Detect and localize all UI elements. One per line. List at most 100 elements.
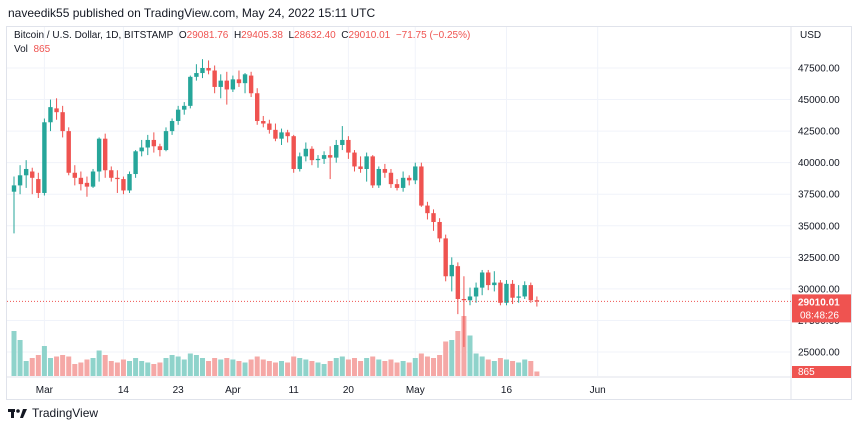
price-axis-label: 40000.00 [798, 158, 840, 169]
volume-bar [291, 356, 297, 376]
candle-body [169, 121, 175, 132]
volume-bar [29, 358, 35, 376]
candle-body [96, 138, 102, 172]
candle-body [206, 68, 211, 71]
volume-bar [23, 361, 29, 376]
time-axis-label: 20 [343, 385, 355, 396]
high-value: 29405.38 [241, 30, 283, 41]
price-axis-label: 45000.00 [798, 95, 840, 106]
candle-body [127, 174, 132, 191]
volume-bar [528, 361, 534, 376]
chart-frame [6, 26, 852, 400]
volume-bar [248, 359, 254, 376]
volume-bar [17, 340, 23, 376]
volume-bar [303, 359, 309, 376]
volume-bar [327, 361, 333, 376]
close-value: 29010.01 [348, 30, 391, 41]
candle-body [382, 168, 388, 173]
volume-bar [400, 361, 406, 376]
volume-bar [479, 356, 485, 376]
candle-body [352, 152, 357, 167]
volume-bar [418, 353, 424, 376]
candle-body [309, 148, 315, 161]
candle-body [455, 266, 461, 299]
candle-body [340, 139, 345, 145]
volume-bar [394, 362, 400, 376]
price-axis-label: 32500.00 [798, 253, 840, 264]
volume-bar [491, 361, 497, 376]
volume-bar [218, 359, 224, 376]
price-axis-label: 42500.00 [798, 127, 840, 138]
high-label: H [233, 30, 242, 41]
candle-body [218, 80, 223, 87]
volume-bar [169, 355, 175, 376]
volume-bar [242, 362, 248, 376]
volume-bar [388, 359, 394, 376]
symbol-name: Bitcoin / U.S. Dollar, 1D, BITSTAMP [14, 30, 174, 41]
candle-body [157, 146, 163, 151]
footer-brand[interactable]: TradingView [8, 406, 98, 420]
candle-body [54, 108, 59, 113]
volume-bar [503, 359, 509, 376]
candle-body [516, 296, 521, 298]
candle-body [279, 132, 284, 139]
candle-body [90, 171, 96, 187]
candle-body [510, 283, 515, 298]
change-value: −71.75 (−0.25%) [395, 30, 471, 41]
volume-bar [437, 355, 443, 376]
volume-bar [510, 361, 516, 376]
candle-body [479, 272, 485, 288]
candle-body [334, 144, 339, 158]
volume-bar [193, 355, 199, 376]
volume-label: Vol [14, 44, 28, 55]
candle-body [255, 93, 260, 122]
candle-body [498, 282, 503, 303]
time-axis-label: Mar [36, 385, 54, 396]
candle-body [194, 73, 199, 77]
volume-bar [236, 361, 242, 376]
volume-bar [254, 356, 260, 376]
volume-bar [345, 359, 351, 376]
close-label: C [341, 30, 349, 41]
candle-body [492, 282, 497, 286]
volume-bar [224, 358, 230, 376]
volume-bar [102, 355, 108, 376]
candle-body [42, 122, 47, 193]
candle-body [376, 168, 381, 186]
volume-bar [35, 355, 41, 376]
candle-body [285, 132, 290, 137]
candle-body [303, 148, 309, 157]
volume-bar [467, 335, 473, 376]
volume-bar [449, 340, 455, 376]
currency-label: USD [800, 30, 822, 41]
volume-bar [364, 358, 370, 376]
candle-body [151, 139, 157, 147]
volume-bar [157, 362, 163, 376]
volume-bar [133, 358, 139, 376]
candle-body [212, 70, 217, 87]
volume-bar [321, 364, 327, 376]
volume-bar [473, 353, 479, 376]
candle-body [84, 182, 90, 187]
candle-body [443, 238, 448, 277]
volume-bar [47, 358, 53, 376]
volume-bar [206, 361, 212, 376]
candle-body [145, 139, 150, 148]
candle-body [17, 175, 23, 186]
volume-bar [431, 358, 437, 376]
price-axis-label: 35000.00 [798, 221, 840, 232]
candle-body [297, 156, 302, 169]
volume-bar [66, 356, 72, 376]
volume-bar [351, 358, 357, 376]
candle-body [78, 177, 84, 185]
volume-bar [279, 361, 285, 376]
volume-bar [163, 358, 169, 376]
volume-bar [406, 362, 412, 376]
candle-body [388, 172, 394, 185]
candle-body [11, 185, 17, 192]
volume-bar [443, 341, 449, 376]
volume-bar [96, 350, 102, 376]
volume-bar [60, 355, 66, 376]
candle-body [175, 109, 181, 122]
